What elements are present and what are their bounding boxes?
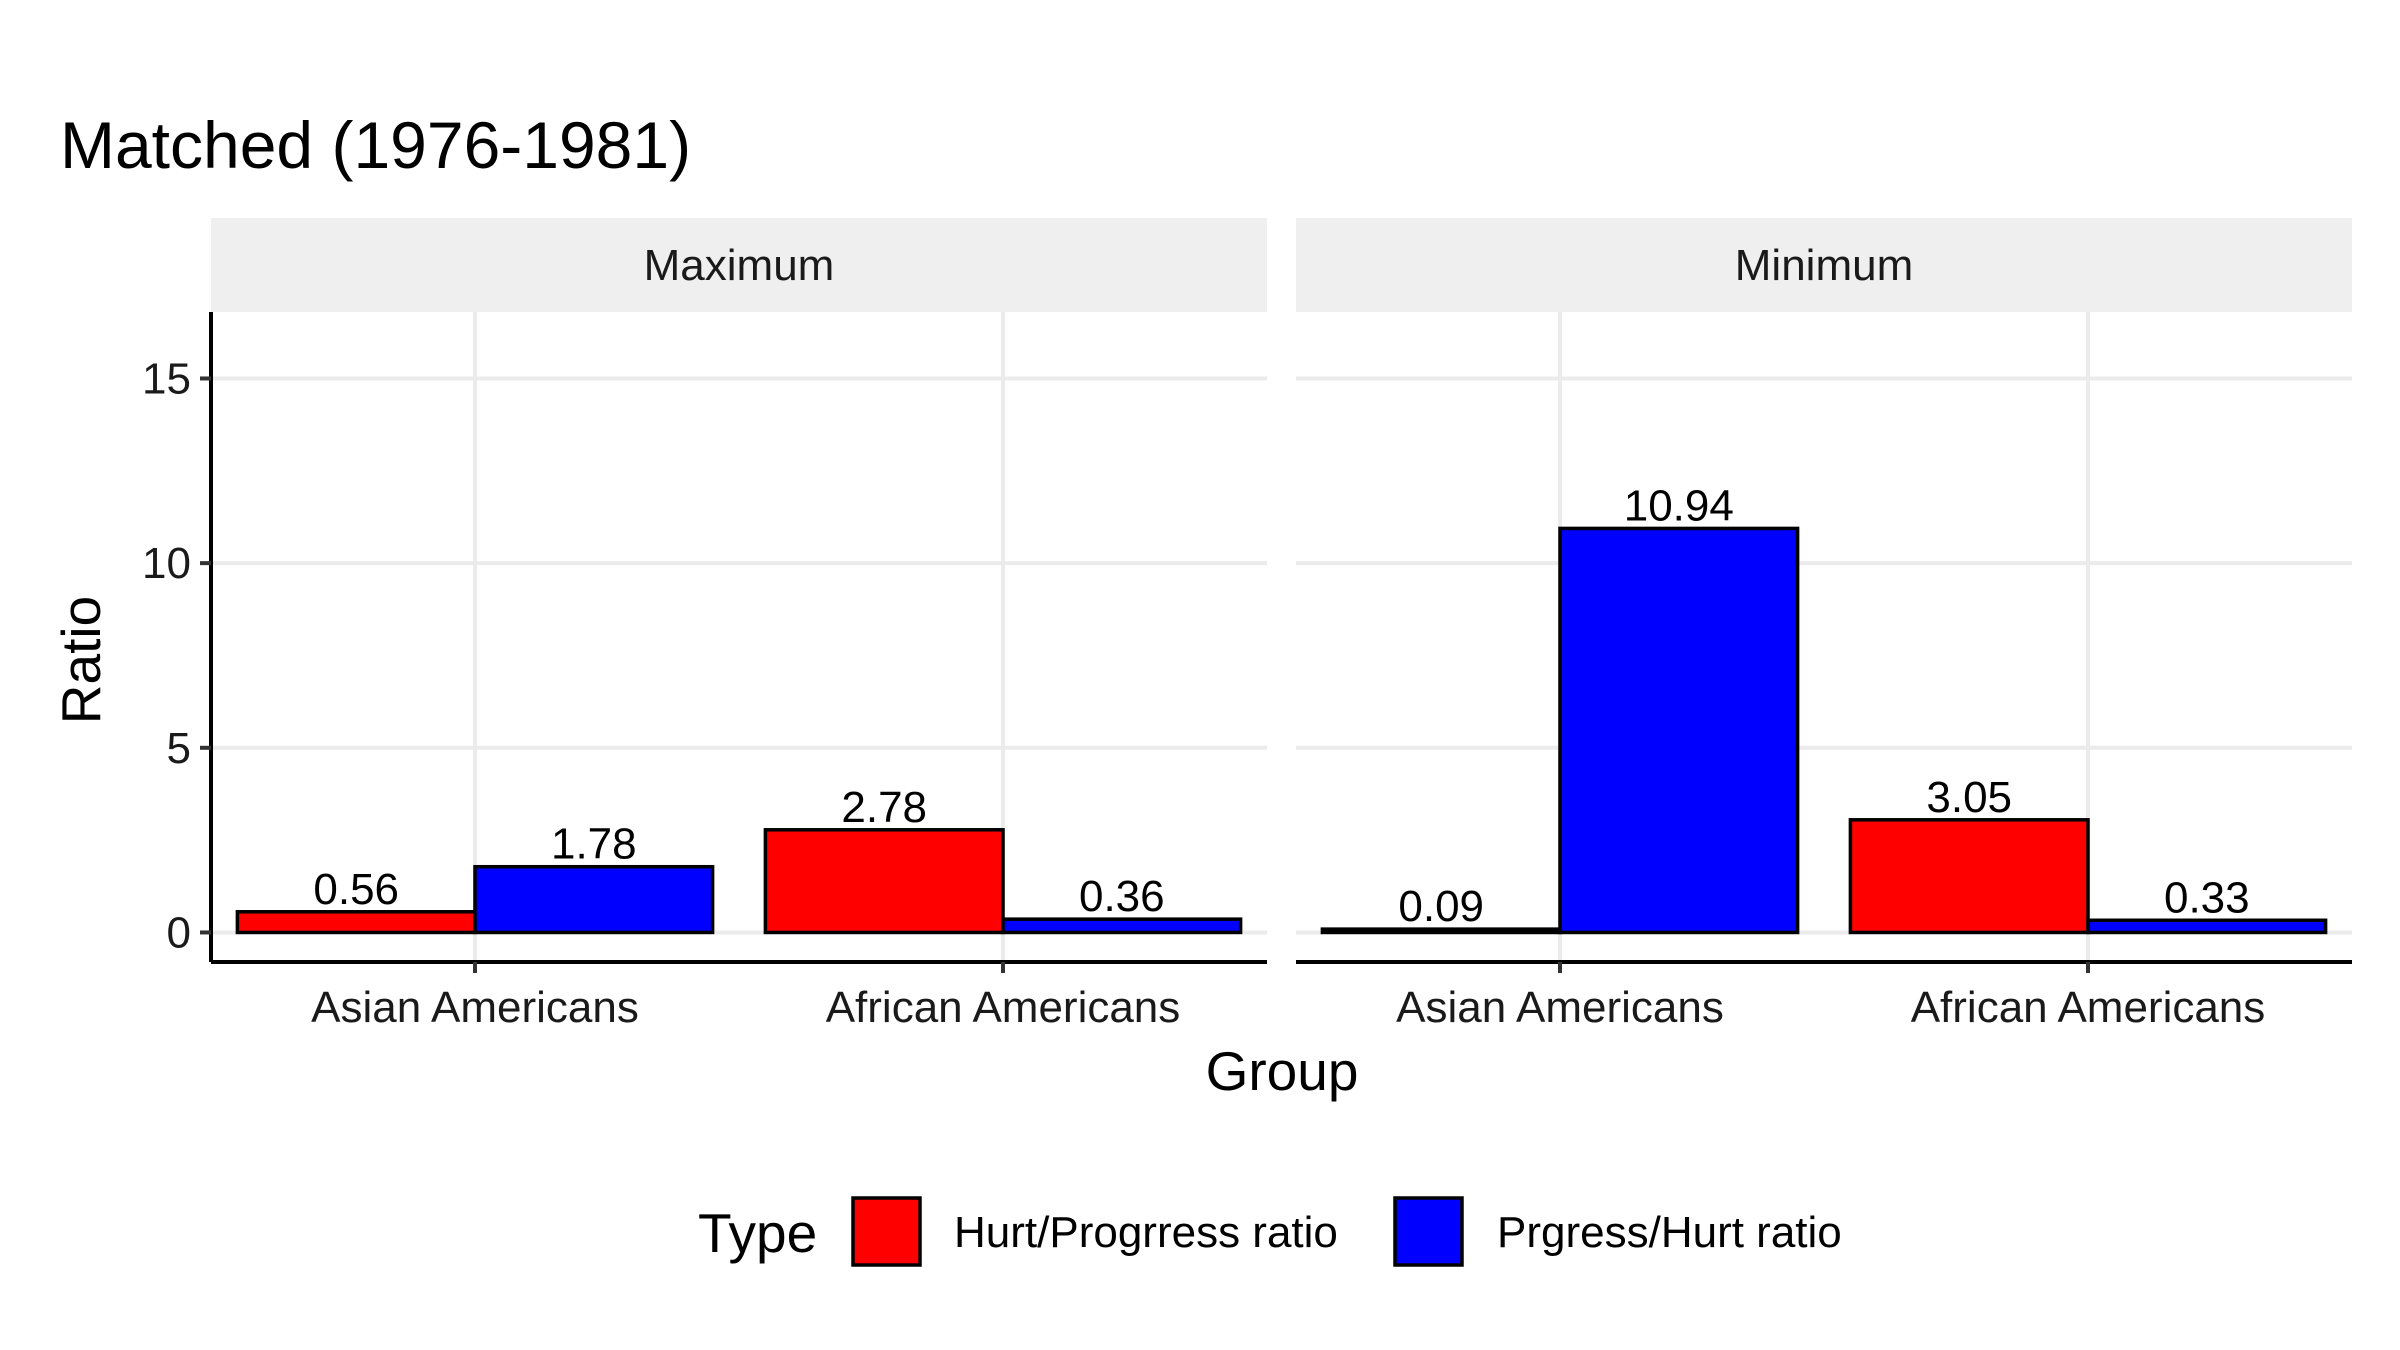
data-label: 0.56 [313, 865, 399, 914]
legend-items: Hurt/Progrress ratio Prgress/Hurt ratio [851, 1196, 1842, 1267]
legend-title: Type [698, 1202, 817, 1264]
legend-label: Prgress/Hurt ratio [1497, 1208, 1842, 1257]
facet-strip-label: Minimum [1735, 241, 1913, 290]
data-label: 0.36 [1079, 872, 1165, 921]
bar [1001, 917, 1243, 935]
y-tick-label: 15 [142, 354, 191, 403]
bar [1558, 526, 1800, 935]
facet-strip-label: Maximum [644, 241, 835, 290]
y-tick-label: 0 [167, 908, 191, 957]
bar [1848, 818, 2090, 935]
bar [473, 864, 715, 935]
legend-key [1393, 1196, 1464, 1267]
x-tick-label: African Americans [826, 983, 1181, 1032]
bar [763, 828, 1005, 935]
legend: Type Hurt/Progrress ratio Prgress/Hurt ra… [698, 1196, 1842, 1267]
x-tick-label: Asian Americans [1396, 983, 1724, 1032]
x-tick-label: African Americans [1911, 983, 2266, 1032]
x-tick-label: Asian Americans [311, 983, 639, 1032]
bar [2086, 918, 2328, 935]
legend-label: Hurt/Progrress ratio [954, 1208, 1338, 1257]
legend-item: Prgress/Hurt ratio [1393, 1196, 1842, 1267]
chart-title: Matched (1976-1981) [60, 108, 691, 182]
data-label: 0.09 [1398, 882, 1484, 931]
data-label: 0.33 [2164, 873, 2250, 922]
panel-maximum: Maximum 0.56 1.78 2.78 0.36 Asian Americans Af… [142, 218, 1267, 1032]
legend-item: Hurt/Progrress ratio [851, 1196, 1338, 1267]
bar [235, 910, 477, 935]
y-tick-label: 5 [167, 724, 191, 773]
panels: Maximum 0.56 1.78 2.78 0.36 Asian Americans Af… [142, 218, 2352, 1032]
legend-key [851, 1196, 922, 1267]
data-label: 2.78 [841, 783, 927, 832]
data-label: 10.94 [1624, 481, 1734, 530]
facet-strip [211, 218, 1267, 312]
panel-minimum: Minimum 0.09 10.94 3.05 0.33 Asian Americans A… [1296, 218, 2352, 1032]
y-tick-label: 10 [142, 539, 191, 588]
x-axis-title: Group [1206, 1040, 1359, 1102]
data-label: 3.05 [1926, 773, 2012, 822]
y-axis-title: Ratio [50, 596, 112, 724]
facet-strip [1296, 218, 2352, 312]
data-label: 1.78 [551, 820, 637, 869]
